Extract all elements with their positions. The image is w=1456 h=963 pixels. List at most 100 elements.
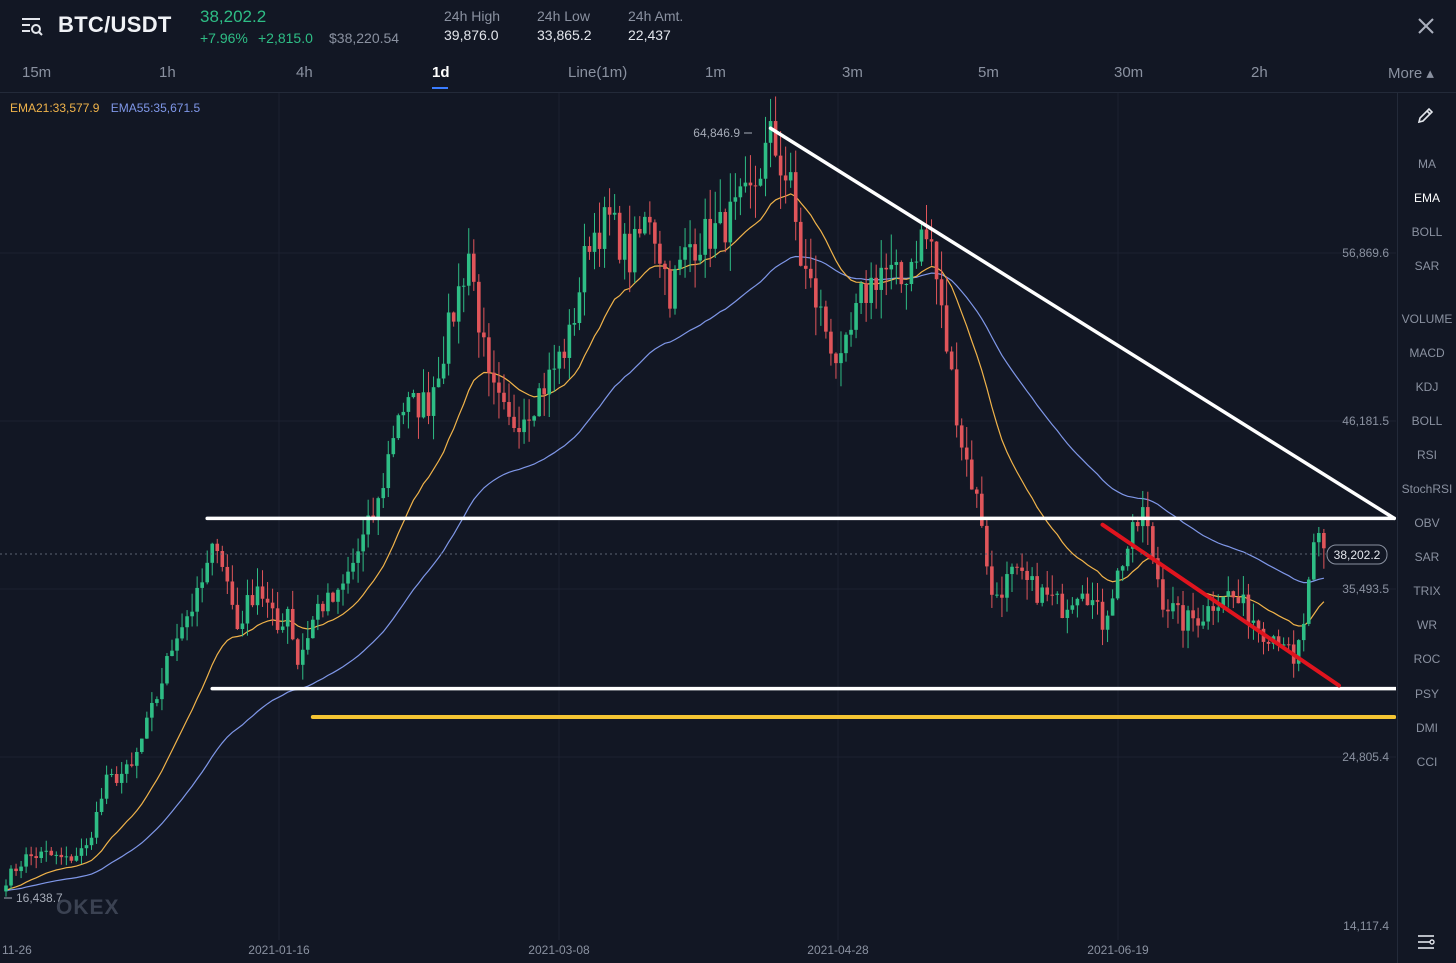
candle-body xyxy=(743,182,748,187)
candle-body xyxy=(688,244,692,248)
date-axis-label: 2021-06-19 xyxy=(1087,943,1149,957)
candle-body xyxy=(869,277,873,303)
pencil-icon[interactable] xyxy=(1416,105,1436,125)
close-icon[interactable] xyxy=(1414,14,1438,38)
stat-24h-amount: 24h Amt. 22,437 xyxy=(628,8,683,43)
tab-15m[interactable]: 15m xyxy=(22,64,52,81)
candle-body xyxy=(622,233,627,260)
candle-body xyxy=(482,332,486,338)
candle-body xyxy=(829,331,833,354)
indicator-boll-sub[interactable]: BOLL xyxy=(1411,414,1443,428)
candle-body xyxy=(1140,507,1145,527)
tab-1m[interactable]: 1m xyxy=(705,64,726,81)
indicator-boll[interactable]: BOLL xyxy=(1411,225,1443,239)
indicator-wr[interactable]: WR xyxy=(1417,618,1437,632)
indicator-obv[interactable]: OBV xyxy=(1414,516,1440,530)
candle-body xyxy=(1151,526,1155,559)
pair-title[interactable]: BTC/USDT xyxy=(58,12,172,37)
tab-1d[interactable]: 1d xyxy=(432,64,450,81)
indicator-roc[interactable]: ROC xyxy=(1413,652,1441,666)
last-price: 38,202.2 xyxy=(200,7,267,26)
candle-body xyxy=(1241,594,1246,604)
candle-body xyxy=(1276,636,1281,646)
candle-body xyxy=(592,232,597,252)
candle-body xyxy=(1301,623,1306,641)
date-axis-label: 2021-03-08 xyxy=(528,943,590,957)
min-price-label: 16,438.7 xyxy=(16,891,63,905)
candle-body xyxy=(19,866,23,872)
indicator-volume[interactable]: VOLUME xyxy=(1401,312,1453,326)
candle-body xyxy=(285,608,290,627)
indicator-toolbar: MA EMA BOLL SAR VOLUME MACD KDJ BOLL RSI… xyxy=(1397,93,1456,963)
tab-1h[interactable]: 1h xyxy=(159,64,176,81)
candle-body xyxy=(1181,605,1185,631)
candle-body xyxy=(909,261,914,285)
candle-body xyxy=(864,283,868,303)
candle-body xyxy=(29,854,33,857)
price-chart[interactable]: 56,869.6 46,181.5 35,493.5 24,805.4 14,1… xyxy=(0,93,1396,963)
candle-body xyxy=(612,212,617,215)
candle-body xyxy=(1030,576,1034,580)
candle-body xyxy=(59,854,64,858)
candle-body xyxy=(49,850,54,856)
settings-list-icon[interactable] xyxy=(1416,932,1436,952)
indicator-ema[interactable]: EMA xyxy=(1413,191,1440,205)
candle-body xyxy=(1020,567,1024,571)
candle-body xyxy=(1146,507,1150,527)
change-absolute: +2,815.0 xyxy=(258,30,313,46)
candle-body xyxy=(1115,570,1120,599)
candle-body xyxy=(648,216,652,223)
candle-body xyxy=(597,232,602,249)
candle-body xyxy=(1156,558,1160,580)
candle-body xyxy=(990,566,994,595)
active-tab-indicator xyxy=(432,87,448,89)
indicator-sar[interactable]: SAR xyxy=(1414,259,1440,273)
candle-body xyxy=(160,683,164,700)
tab-line-1m[interactable]: Line(1m) xyxy=(568,64,628,81)
indicator-macd[interactable]: MACD xyxy=(1409,346,1445,360)
tab-4h[interactable]: 4h xyxy=(296,64,313,81)
indicator-cci[interactable]: CCI xyxy=(1416,755,1438,769)
indicator-trix[interactable]: TRIX xyxy=(1413,584,1441,598)
candle-body xyxy=(753,185,758,187)
tab-2h[interactable]: 2h xyxy=(1251,64,1268,81)
candle-body xyxy=(914,261,919,263)
indicator-ma[interactable]: MA xyxy=(1418,157,1436,171)
stat-24h-high: 24h High 39,876.0 xyxy=(444,8,500,43)
candle-body xyxy=(1070,605,1075,610)
candle-body xyxy=(497,382,501,393)
candle-body xyxy=(89,837,94,846)
indicator-sar-sub[interactable]: SAR xyxy=(1414,550,1440,564)
candle-body xyxy=(537,388,541,417)
tab-5m[interactable]: 5m xyxy=(978,64,999,81)
stat-value: 33,865.2 xyxy=(537,27,592,43)
candle-body xyxy=(321,603,325,612)
indicator-stochrsi[interactable]: StochRSI xyxy=(1401,482,1453,496)
indicator-kdj[interactable]: KDJ xyxy=(1415,380,1439,394)
candle-body xyxy=(1010,566,1014,575)
tab-30m[interactable]: 30m xyxy=(1114,64,1144,81)
menu-search-icon[interactable] xyxy=(20,14,44,38)
candle-body xyxy=(300,649,305,665)
stat-value: 22,437 xyxy=(628,27,671,43)
indicator-dmi[interactable]: DMI xyxy=(1416,721,1438,735)
tab-more[interactable]: More ▴ xyxy=(1388,65,1434,82)
candle-body xyxy=(54,854,59,856)
candle-body xyxy=(190,611,194,617)
indicator-psy[interactable]: PSY xyxy=(1414,687,1439,701)
candle-body xyxy=(361,534,365,552)
candle-body xyxy=(798,221,803,266)
candle-body xyxy=(170,650,174,657)
indicator-rsi[interactable]: RSI xyxy=(1416,448,1437,462)
candle-body xyxy=(119,773,124,783)
candle-body xyxy=(939,279,944,306)
candle-body xyxy=(522,419,526,433)
candle-body xyxy=(894,262,899,265)
candle-body xyxy=(1060,593,1065,618)
tab-3m[interactable]: 3m xyxy=(842,64,863,81)
candle-body xyxy=(436,378,441,388)
candle-body xyxy=(627,233,632,273)
candle-body xyxy=(1186,610,1190,631)
candle-body xyxy=(311,619,315,639)
stat-24h-low: 24h Low 33,865.2 xyxy=(537,8,592,43)
